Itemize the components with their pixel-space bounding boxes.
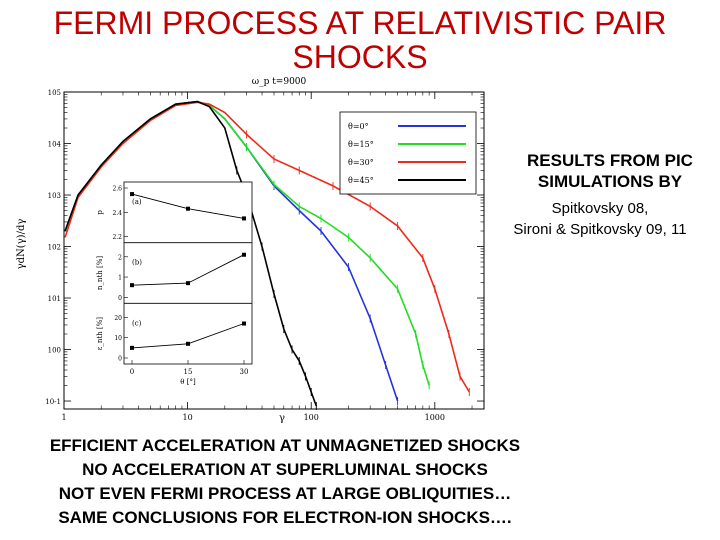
y-axis-label: γdN(γ)/dγ [16, 219, 27, 270]
inset-y-tick-label: 2 [118, 254, 122, 261]
slide-title-line2: SHOCKS [292, 39, 428, 75]
inset-x-tick-label: 0 [130, 368, 134, 376]
inset-point [186, 341, 190, 346]
inset-point [130, 192, 134, 197]
inset-point [130, 345, 134, 350]
reference-line1: Spitkovsky 08, [551, 200, 649, 217]
y-tick-label: 102 [48, 244, 61, 252]
y-tick-label: 100 [48, 347, 61, 355]
y-tick-label: 105 [48, 89, 61, 97]
y-tick-label: 10-1 [45, 398, 61, 406]
results-caption-line1: RESULTS FROM PIC [527, 151, 693, 170]
figure-top-label: ω_p t=9000 [252, 77, 307, 87]
inset-y-tick-label: 2.4 [112, 210, 122, 217]
legend-label: θ=0° [348, 122, 369, 131]
conclusion-item: NOT EVEN FERMI PROCESS AT LARGE OBLIQUIT… [58, 484, 512, 503]
y-tick-label: 104 [48, 141, 62, 149]
inset-x-label: θ [°] [180, 378, 196, 386]
inset-y-tick-label: 0 [118, 295, 122, 302]
conclusion-item: SAME CONCLUSIONS FOR ELECTRON-ION SHOCKS… [58, 508, 512, 527]
inset-y-tick-label: 10 [114, 335, 122, 342]
y-tick-label: 103 [48, 192, 61, 200]
inset-y-tick-label: 2.6 [112, 186, 122, 193]
conclusions-list: EFFICIENT ACCELERATION AT UNMAGNETIZED S… [0, 434, 570, 530]
inset-y-label: n_nth [%] [96, 256, 104, 290]
legend-label: θ=30° [348, 158, 374, 167]
main-series-group [64, 100, 470, 411]
legend-label: θ=15° [348, 140, 374, 149]
x-tick-label: 10 [183, 413, 193, 422]
inset-point [242, 321, 246, 326]
inset-point [242, 252, 246, 257]
inset-x-tick-label: 15 [184, 368, 193, 376]
spectrum-figure: ω_p t=9000 1 10 100 100010-1100101102103104… [16, 77, 485, 424]
x-tick-label: 1000 [425, 413, 445, 422]
y-tick-label: 101 [48, 295, 61, 303]
inset-x-tick-label: 30 [240, 368, 249, 376]
inset-point [242, 216, 246, 221]
reference-line2: Sironi & Spitkovsky 09, 11 [513, 221, 687, 238]
inset-panels: (a) p 2.2 2.4 2.6 (b) n_nth [%] 0 1 2 (c) ε_nth [%]… [96, 181, 253, 386]
inset-y-label: ε_nth [%] [96, 317, 104, 351]
results-caption: RESULTS FROM PIC SIMULATIONS BY [505, 150, 715, 192]
legend-label: θ=45° [348, 176, 374, 185]
conclusion-item: EFFICIENT ACCELERATION AT UNMAGNETIZED S… [49, 436, 521, 455]
inset-y-tick-label: 0 [118, 356, 122, 363]
inset-panel-label: (b) [132, 259, 142, 267]
x-axis-label: γ [279, 413, 285, 424]
references-caption: Spitkovsky 08, Sironi & Spitkovsky 09, 1… [480, 198, 720, 240]
spectrum-line-2 [64, 101, 470, 393]
conclusion-item: NO ACCELERATION AT SUPERLUMINAL SHOCKS [82, 460, 488, 479]
inset-panel-label: (a) [132, 198, 142, 206]
slide-title: FERMI PROCESS AT RELATIVISTIC PAIR SHOCK… [0, 6, 720, 74]
legend: θ=0° θ=15° θ=30° θ=45° [339, 111, 477, 195]
x-tick-label: 100 [304, 413, 319, 422]
results-caption-line2: SIMULATIONS BY [537, 172, 683, 191]
slide-title-line1: FERMI PROCESS AT RELATIVISTIC PAIR [53, 5, 667, 41]
inset-y-label: p [96, 210, 104, 215]
inset-y-tick-label: 1 [118, 275, 122, 282]
inset-point [186, 206, 190, 211]
inset-point [186, 281, 190, 286]
inset-y-tick-label: 20 [114, 315, 122, 322]
inset-point [130, 283, 134, 288]
inset-panel-label: (c) [132, 319, 142, 327]
x-tick-label: 1 [61, 413, 66, 422]
inset-y-tick-label: 2.2 [112, 234, 122, 241]
inset-frame [123, 181, 253, 365]
